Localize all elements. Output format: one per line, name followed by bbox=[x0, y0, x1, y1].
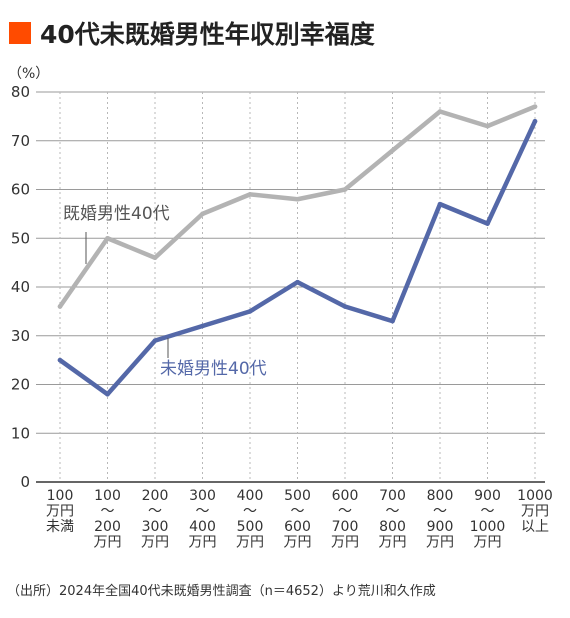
y-tick-label-40: 40 bbox=[11, 278, 30, 296]
chart-title: 40代未既婚男性年収別幸福度 bbox=[40, 20, 375, 49]
x-tick-label-line: 300 bbox=[189, 488, 216, 504]
series-1-point-10 bbox=[532, 118, 538, 124]
x-tick-label-line: 200 bbox=[142, 488, 169, 504]
series-1-point-7 bbox=[390, 318, 395, 324]
series-0-point-9 bbox=[485, 123, 490, 129]
x-tick-label-line: 600 bbox=[332, 488, 359, 504]
series-1-point-0 bbox=[57, 357, 63, 363]
x-tick-label-line: 万円 bbox=[284, 535, 312, 551]
x-tick-label-line: 万円 bbox=[236, 535, 264, 551]
x-tick-label-line: 万円 bbox=[331, 535, 359, 551]
series-0-point-7 bbox=[390, 148, 395, 153]
x-tick-label-4: 400 〜 500 万円 bbox=[236, 488, 264, 551]
source-note: （出所）2024年全国40代未既婚男性調査（n＝4652）より荒川和久作成 bbox=[7, 584, 436, 599]
x-tick-label-line: 800 bbox=[379, 519, 406, 535]
x-tick-label-line: 900 bbox=[474, 488, 501, 504]
y-tick-label-60: 60 bbox=[11, 181, 30, 199]
x-tick-label-line: 〜 bbox=[291, 504, 305, 520]
x-tick-label-line: 〜 bbox=[243, 504, 257, 520]
series-1-point-9 bbox=[485, 221, 490, 226]
y-tick-label-0: 0 bbox=[20, 473, 30, 491]
x-tick-label-line: 万円 bbox=[474, 535, 502, 551]
x-tick-label-line: 400 bbox=[237, 488, 264, 504]
x-tick-label-line: 600 bbox=[284, 519, 311, 535]
series-0-point-2 bbox=[152, 255, 158, 261]
x-tick-label-line: 200 bbox=[94, 519, 121, 535]
series-1-point-8 bbox=[437, 201, 443, 207]
x-tick-label-6: 600 〜 700 万円 bbox=[331, 488, 359, 551]
x-tick-label-line: 万円 bbox=[426, 535, 454, 551]
series-0-point-8 bbox=[437, 109, 443, 114]
x-tick-label-line: 800 bbox=[427, 488, 454, 504]
x-tick-label-line: 未満 bbox=[46, 519, 74, 535]
series-0-point-5 bbox=[295, 196, 300, 202]
x-tick-label-line: 以上 bbox=[521, 519, 549, 535]
x-tick-label-7: 700 〜 800 万円 bbox=[379, 488, 407, 551]
x-tick-label-line: 〜 bbox=[148, 504, 162, 520]
x-tick-label-line: 〜 bbox=[196, 504, 210, 520]
x-tick-label-line: 万円 bbox=[141, 535, 169, 551]
x-tick-label-line: 1000 bbox=[517, 488, 553, 504]
series-0-point-3 bbox=[200, 211, 205, 217]
series-label-unmarried: 未婚男性40代 bbox=[160, 359, 267, 379]
y-tick-label-20: 20 bbox=[11, 376, 30, 394]
x-tick-label-line: 700 bbox=[332, 519, 359, 535]
series-1-point-1 bbox=[105, 391, 110, 397]
grid-layer bbox=[36, 91, 545, 483]
x-tick-label-line: 〜 bbox=[433, 504, 447, 520]
y-tick-label-30: 30 bbox=[11, 327, 30, 345]
x-tick-label-0: 100 万円未満 bbox=[46, 488, 74, 535]
series-1-point-4 bbox=[247, 309, 253, 314]
series-1-point-6 bbox=[342, 304, 348, 309]
y-tick-label-70: 70 bbox=[11, 132, 30, 150]
x-tick-label-line: 〜 bbox=[338, 504, 352, 520]
x-tick-label-1: 100 〜 200 万円 bbox=[94, 488, 122, 551]
series-0-point-0 bbox=[57, 304, 63, 309]
x-tick-label-5: 500 〜 600 万円 bbox=[284, 488, 312, 551]
x-tick-label-line: 〜 bbox=[386, 504, 400, 520]
x-tick-label-9: 900 〜 1000 万円 bbox=[470, 488, 506, 551]
title-marker bbox=[9, 22, 31, 44]
y-tick-label-50: 50 bbox=[11, 229, 30, 247]
series-label-married: 既婚男性40代 bbox=[63, 204, 170, 224]
x-tick-label-line: 1000 bbox=[470, 519, 506, 535]
x-tick-label-line: 万円 bbox=[189, 535, 217, 551]
x-tick-label-line: 万円 bbox=[94, 535, 122, 551]
x-tick-label-3: 300 〜 400 万円 bbox=[189, 488, 217, 551]
x-tick-label-line: 100 bbox=[47, 488, 74, 504]
x-tick-label-10: 1000 万円以上 bbox=[517, 488, 553, 535]
x-tick-label-line: 〜 bbox=[481, 504, 495, 520]
series-0-point-6 bbox=[342, 187, 348, 192]
series-1-point-5 bbox=[295, 279, 300, 285]
x-tick-label-line: 900 bbox=[427, 519, 454, 535]
x-tick-label-8: 800 〜 900 万円 bbox=[426, 488, 454, 551]
x-tick-label-line: 万円 bbox=[521, 504, 549, 520]
x-tick-label-line: 100 bbox=[94, 488, 121, 504]
x-tick-label-line: 万円 bbox=[46, 504, 74, 520]
x-tick-label-line: 500 bbox=[237, 519, 264, 535]
x-tick-label-line: 400 bbox=[189, 519, 216, 535]
x-tick-label-line: 700 bbox=[379, 488, 406, 504]
x-tick-label-line: 500 bbox=[284, 488, 311, 504]
y-tick-label-10: 10 bbox=[11, 424, 30, 442]
y-unit-label: （%） bbox=[8, 66, 49, 82]
series-1-point-2 bbox=[152, 338, 158, 343]
series-layer bbox=[57, 104, 538, 397]
x-tick-label-2: 200 〜 300 万円 bbox=[141, 488, 169, 551]
series-0-point-10 bbox=[532, 104, 538, 109]
x-tick-label-line: 〜 bbox=[101, 504, 115, 520]
x-tick-label-line: 万円 bbox=[379, 535, 407, 551]
x-tick-label-line: 300 bbox=[142, 519, 169, 535]
series-0-point-4 bbox=[247, 192, 253, 197]
series-0-point-1 bbox=[105, 235, 110, 241]
series-1-point-3 bbox=[200, 323, 205, 329]
y-tick-label-80: 80 bbox=[11, 83, 30, 101]
